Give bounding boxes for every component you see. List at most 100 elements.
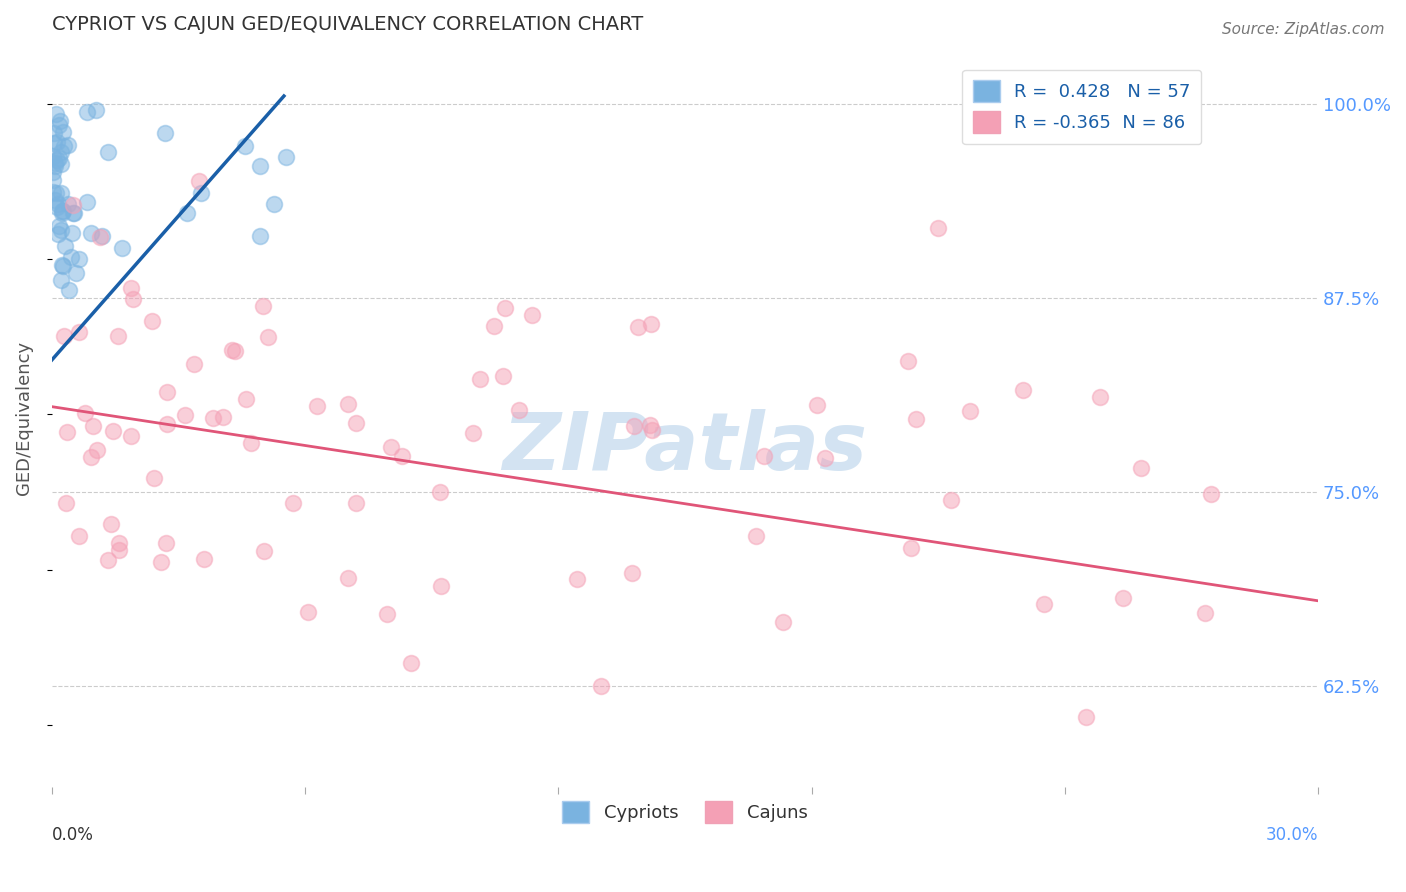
Point: [520, 308, 543, 322]
Point: [508, 402, 530, 417]
Point: [297, 605, 319, 619]
Point: [67, 325, 90, 339]
Point: [281, 496, 304, 510]
Point: [202, 411, 225, 425]
Point: [336, 397, 359, 411]
Point: [263, 196, 285, 211]
Point: [190, 186, 212, 200]
Point: [1201, 487, 1223, 501]
Point: [939, 492, 962, 507]
Y-axis label: GED/Equivalency: GED/Equivalency: [15, 342, 32, 495]
Point: [176, 205, 198, 219]
Point: [51, 258, 73, 272]
Point: [100, 517, 122, 532]
Point: [108, 536, 131, 550]
Point: [53, 329, 76, 343]
Point: [52, 125, 75, 139]
Point: [42, 136, 65, 150]
Point: [221, 343, 243, 358]
Point: [51, 203, 73, 218]
Point: [150, 555, 173, 569]
Point: [91, 228, 114, 243]
Point: [482, 318, 505, 333]
Point: [927, 221, 949, 235]
Point: [108, 543, 131, 558]
Point: [336, 571, 359, 585]
Point: [97, 145, 120, 159]
Point: [79, 450, 101, 464]
Point: [49, 114, 72, 128]
Text: CYPRIOT VS CAJUN GED/EQUIVALENCY CORRELATION CHART: CYPRIOT VS CAJUN GED/EQUIVALENCY CORRELA…: [52, 15, 643, 34]
Point: [52, 259, 75, 273]
Point: [56, 425, 79, 439]
Point: [900, 541, 922, 555]
Point: [193, 552, 215, 566]
Point: [97, 553, 120, 567]
Point: [42, 149, 65, 163]
Point: [429, 484, 451, 499]
Point: [63, 206, 86, 220]
Point: [155, 535, 177, 549]
Point: [67, 529, 90, 543]
Point: [42, 126, 65, 140]
Point: [44, 156, 66, 170]
Point: [49, 157, 72, 171]
Point: [156, 384, 179, 399]
Point: [233, 139, 256, 153]
Point: [48, 151, 70, 165]
Point: [274, 150, 297, 164]
Point: [429, 579, 451, 593]
Point: [252, 544, 274, 558]
Point: [56, 197, 79, 211]
Point: [305, 399, 328, 413]
Point: [53, 138, 76, 153]
Point: [380, 440, 402, 454]
Point: [56, 138, 79, 153]
Point: [65, 266, 87, 280]
Point: [463, 425, 485, 440]
Point: [45, 135, 67, 149]
Point: [959, 404, 981, 418]
Point: [470, 372, 492, 386]
Point: [772, 615, 794, 629]
Point: [44, 193, 66, 207]
Point: [120, 429, 142, 443]
Point: [640, 317, 662, 331]
Text: Source: ZipAtlas.com: Source: ZipAtlas.com: [1222, 22, 1385, 37]
Point: [897, 353, 920, 368]
Point: [62, 198, 84, 212]
Point: [188, 174, 211, 188]
Point: [1194, 607, 1216, 621]
Point: [48, 227, 70, 242]
Point: [905, 412, 928, 426]
Point: [84, 103, 107, 118]
Text: 0.0%: 0.0%: [52, 826, 94, 844]
Point: [257, 330, 280, 344]
Point: [344, 496, 367, 510]
Point: [1088, 390, 1111, 404]
Point: [120, 281, 142, 295]
Point: [67, 252, 90, 267]
Point: [494, 301, 516, 315]
Point: [627, 319, 650, 334]
Point: [42, 165, 65, 179]
Point: [235, 392, 257, 406]
Point: [377, 607, 399, 621]
Point: [814, 450, 837, 465]
Point: [45, 107, 67, 121]
Point: [59, 250, 82, 264]
Point: [82, 419, 104, 434]
Point: [89, 229, 111, 244]
Point: [44, 159, 66, 173]
Text: 30.0%: 30.0%: [1265, 826, 1319, 844]
Point: [1130, 460, 1153, 475]
Point: [492, 368, 515, 383]
Point: [623, 419, 645, 434]
Point: [752, 449, 775, 463]
Point: [142, 471, 165, 485]
Point: [224, 344, 246, 359]
Point: [252, 299, 274, 313]
Legend: Cypriots, Cajuns: Cypriots, Cajuns: [555, 793, 815, 830]
Point: [76, 105, 98, 120]
Point: [76, 195, 98, 210]
